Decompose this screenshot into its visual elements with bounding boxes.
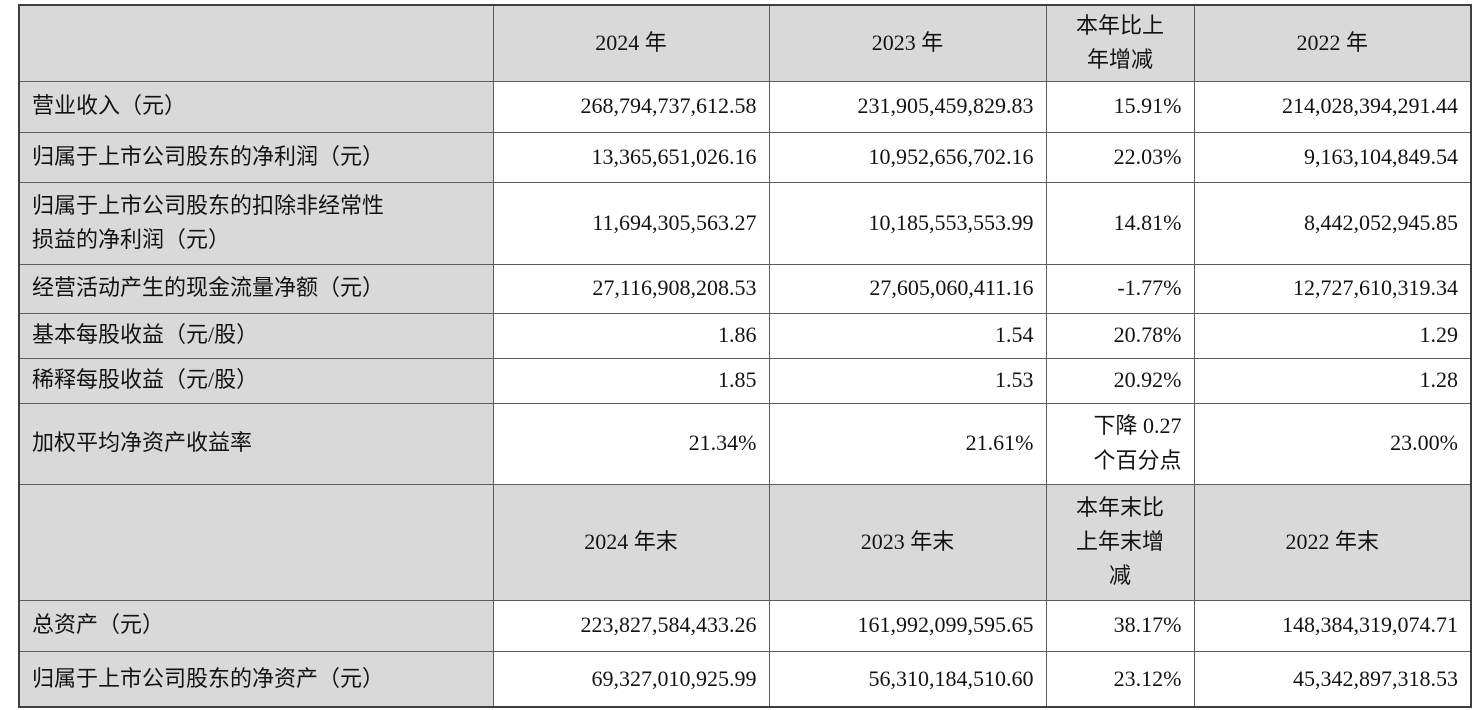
table-row-diluted-eps: 稀释每股收益（元/股） 1.85 1.53 20.92% 1.28 xyxy=(18,357,1472,404)
cell-2022: 214,028,394,291.44 xyxy=(1193,80,1472,133)
header-end-2023: 2023 年末 xyxy=(768,483,1047,601)
cell-2024: 27,116,908,208.53 xyxy=(492,263,770,314)
cell-2024: 223,827,584,433.26 xyxy=(492,599,770,652)
cell-2024: 1.86 xyxy=(492,312,770,359)
cell-2022: 9,163,104,849.54 xyxy=(1193,131,1472,183)
row-label: 稀释每股收益（元/股） xyxy=(18,357,494,404)
cell-2024: 13,365,651,026.16 xyxy=(492,131,770,183)
table-row-net-profit-deducted: 归属于上市公司股东的扣除非经常性 损益的净利润（元） 11,694,305,56… xyxy=(18,181,1472,265)
table-row-total-assets: 总资产（元） 223,827,584,433.26 161,992,099,59… xyxy=(18,599,1472,652)
cell-2023: 1.53 xyxy=(768,357,1047,404)
table-row-net-profit: 归属于上市公司股东的净利润（元） 13,365,651,026.16 10,95… xyxy=(18,131,1472,183)
row-label: 基本每股收益（元/股） xyxy=(18,312,494,359)
cell-2023: 21.61% xyxy=(768,402,1047,485)
cell-change: 22.03% xyxy=(1045,131,1195,183)
row-label: 归属于上市公司股东的扣除非经常性 损益的净利润（元） xyxy=(18,181,494,265)
header-row-annual: 2024 年 2023 年 本年比上 年增减 2022 年 xyxy=(18,4,1472,82)
row-label: 归属于上市公司股东的净资产（元） xyxy=(18,650,494,708)
cell-2024: 21.34% xyxy=(492,402,770,485)
cell-2022: 12,727,610,319.34 xyxy=(1193,263,1472,314)
financial-summary-table-container: 2024 年 2023 年 本年比上 年增减 2022 年 营业收入（元） 26… xyxy=(18,4,1472,708)
cell-change: 38.17% xyxy=(1045,599,1195,652)
cell-2024: 268,794,737,612.58 xyxy=(492,80,770,133)
header-blank-cell xyxy=(18,483,494,601)
header-year-2022: 2022 年 xyxy=(1193,4,1472,82)
row-label: 经营活动产生的现金流量净额（元） xyxy=(18,263,494,314)
financial-summary-table: 2024 年 2023 年 本年比上 年增减 2022 年 营业收入（元） 26… xyxy=(18,4,1472,708)
row-label: 营业收入（元） xyxy=(18,80,494,133)
cell-change: 15.91% xyxy=(1045,80,1195,133)
cell-2024: 11,694,305,563.27 xyxy=(492,181,770,265)
cell-change: 下降 0.27 个百分点 xyxy=(1045,402,1195,485)
header-yoy-end-change: 本年末比 上年末增 减 xyxy=(1045,483,1195,601)
header-blank-cell xyxy=(18,4,494,82)
cell-2022: 148,384,319,074.71 xyxy=(1193,599,1472,652)
cell-change: 20.78% xyxy=(1045,312,1195,359)
header-year-2023: 2023 年 xyxy=(768,4,1047,82)
table-row-weighted-avg-roe: 加权平均净资产收益率 21.34% 21.61% 下降 0.27 个百分点 23… xyxy=(18,402,1472,485)
cell-2023: 10,185,553,553.99 xyxy=(768,181,1047,265)
header-yoy-change: 本年比上 年增减 xyxy=(1045,4,1195,82)
cell-change: 23.12% xyxy=(1045,650,1195,708)
cell-2022: 1.29 xyxy=(1193,312,1472,359)
table-row-basic-eps: 基本每股收益（元/股） 1.86 1.54 20.78% 1.29 xyxy=(18,312,1472,359)
header-end-2022: 2022 年末 xyxy=(1193,483,1472,601)
cell-2023: 10,952,656,702.16 xyxy=(768,131,1047,183)
cell-change: -1.77% xyxy=(1045,263,1195,314)
row-label: 归属于上市公司股东的净利润（元） xyxy=(18,131,494,183)
cell-2022: 45,342,897,318.53 xyxy=(1193,650,1472,708)
table-row-operating-cash-flow: 经营活动产生的现金流量净额（元） 27,116,908,208.53 27,60… xyxy=(18,263,1472,314)
cell-change: 20.92% xyxy=(1045,357,1195,404)
cell-2024: 69,327,010,925.99 xyxy=(492,650,770,708)
cell-change: 14.81% xyxy=(1045,181,1195,265)
cell-2024: 1.85 xyxy=(492,357,770,404)
cell-2023: 27,605,060,411.16 xyxy=(768,263,1047,314)
header-year-2024: 2024 年 xyxy=(492,4,770,82)
header-end-2024: 2024 年末 xyxy=(492,483,770,601)
cell-2022: 8,442,052,945.85 xyxy=(1193,181,1472,265)
header-row-year-end: 2024 年末 2023 年末 本年末比 上年末增 减 2022 年末 xyxy=(18,483,1472,601)
cell-2023: 56,310,184,510.60 xyxy=(768,650,1047,708)
cell-2023: 231,905,459,829.83 xyxy=(768,80,1047,133)
cell-2022: 23.00% xyxy=(1193,402,1472,485)
row-label: 总资产（元） xyxy=(18,599,494,652)
table-row-revenue: 营业收入（元） 268,794,737,612.58 231,905,459,8… xyxy=(18,80,1472,133)
row-label: 加权平均净资产收益率 xyxy=(18,402,494,485)
cell-2023: 161,992,099,595.65 xyxy=(768,599,1047,652)
cell-2023: 1.54 xyxy=(768,312,1047,359)
cell-2022: 1.28 xyxy=(1193,357,1472,404)
table-row-net-assets: 归属于上市公司股东的净资产（元） 69,327,010,925.99 56,31… xyxy=(18,650,1472,708)
